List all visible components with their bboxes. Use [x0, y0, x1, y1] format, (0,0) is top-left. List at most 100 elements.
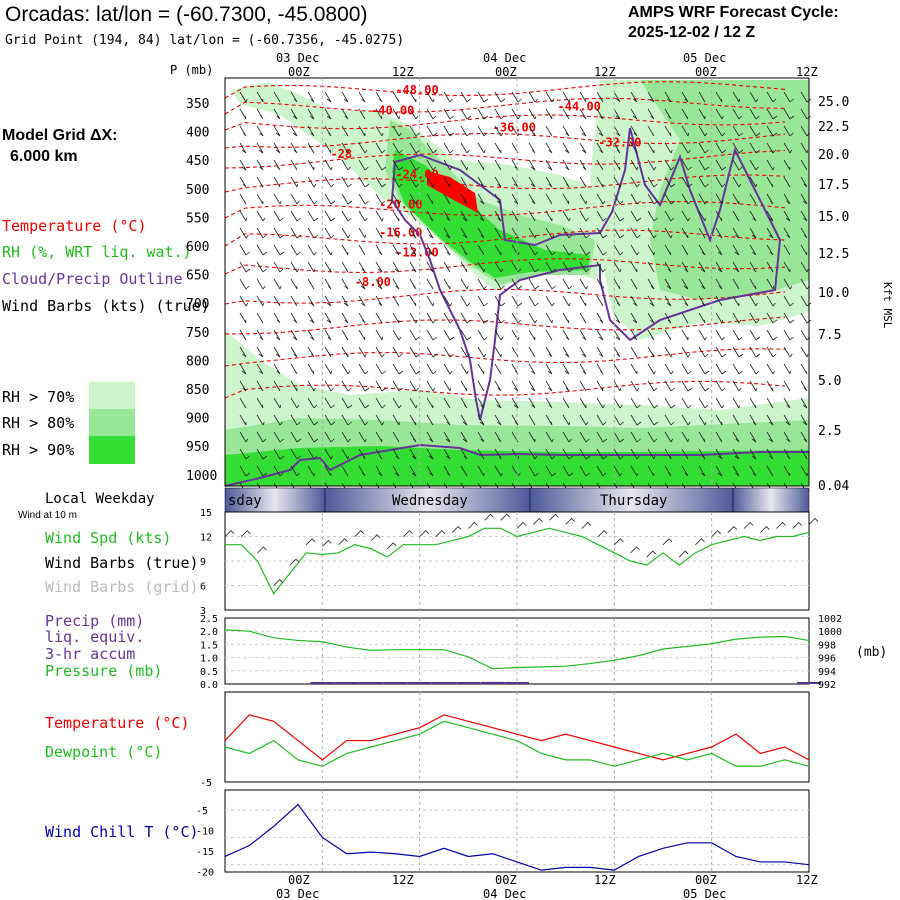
- wind-barb: [681, 278, 689, 290]
- wind-barb: [800, 380, 808, 392]
- wind-barb: [715, 261, 723, 273]
- wind-barb: [324, 380, 334, 392]
- wind-barb: [494, 210, 502, 222]
- wind-barb: [392, 125, 402, 137]
- wind-barb: [358, 380, 370, 392]
- wind-barb: [545, 227, 555, 239]
- wind-barb: [392, 261, 400, 273]
- wind-barb: [256, 346, 264, 358]
- wind-barb: [698, 363, 710, 375]
- wind-barb: [477, 278, 487, 290]
- wind-barb: [630, 295, 638, 307]
- pressure-tick-label: 400: [186, 126, 209, 141]
- wind-barb: [715, 176, 726, 188]
- wind-barb: [749, 380, 758, 392]
- wind-barb: [239, 91, 248, 103]
- wind-barb: [562, 465, 574, 477]
- bottom-time-label: 00Z: [495, 873, 517, 887]
- wind-tick-label: 9: [200, 557, 206, 568]
- wind-barb: [341, 295, 349, 307]
- wind-barb: [375, 397, 386, 409]
- wind-barb: [358, 108, 366, 120]
- wind-barb: [409, 312, 418, 324]
- wind-barb: [477, 91, 489, 103]
- wind-barb: [664, 91, 672, 103]
- wind-barb: [698, 125, 708, 137]
- temperature-contour-line: [224, 229, 786, 247]
- wind-barb: [681, 346, 691, 358]
- wind-barb: [375, 329, 383, 341]
- temperature-contour-line: [224, 348, 786, 367]
- wind-barb: [341, 278, 349, 290]
- wind-barb: [324, 210, 336, 222]
- wind-barb: [460, 397, 468, 409]
- wind-barb: [494, 193, 502, 205]
- wind-barb: [426, 397, 434, 409]
- wind-barb: [460, 261, 468, 273]
- wind-barbs: [239, 91, 812, 494]
- wind-barb: [647, 176, 658, 188]
- wind-barb: [341, 159, 351, 171]
- wind-barb: [375, 159, 387, 171]
- wind-barb: [698, 91, 706, 103]
- wind-barb: [579, 465, 590, 477]
- wind-barb: [783, 210, 791, 222]
- wind-barb: [749, 465, 757, 477]
- wind-barb: [562, 210, 571, 222]
- wind-barb: [528, 210, 536, 222]
- wind-barb: [664, 414, 675, 426]
- wind-barb: [409, 210, 417, 222]
- wind-barb: [630, 312, 638, 324]
- wind-barb: [715, 295, 723, 307]
- temperature-contour-label: -16.00: [379, 225, 422, 239]
- wind-barb: [273, 312, 281, 324]
- wind-barb: [341, 397, 353, 409]
- wind-barb: [562, 125, 570, 137]
- wind-barb: [579, 227, 590, 239]
- wind-barb: [545, 159, 553, 171]
- wind-barb: [324, 125, 332, 137]
- wind-barb: [749, 227, 757, 239]
- wind-barb: [715, 108, 724, 120]
- wind-barb: [443, 91, 453, 103]
- wind-barb: [341, 431, 351, 443]
- wind-barb: [477, 363, 485, 375]
- wind-barb: [630, 278, 638, 290]
- wind-barb: [800, 176, 808, 188]
- wind-barb: [358, 295, 366, 307]
- wind-barb: [307, 227, 318, 239]
- wind-barb: [579, 431, 590, 443]
- wind-barb: [664, 210, 675, 222]
- wind-barb: [766, 465, 774, 477]
- wind-barb: [647, 346, 655, 358]
- temperature-contour-line: [224, 201, 786, 219]
- wind-tick-label: 3: [200, 606, 206, 617]
- wind-barb: [698, 176, 709, 188]
- wind-barb: [715, 193, 724, 205]
- surface-wind-barb: [338, 538, 348, 546]
- wind-barb: [579, 312, 587, 324]
- temperature-contour-label: -24.00: [395, 168, 438, 182]
- wind-barb: [681, 261, 689, 273]
- wind-barb: [477, 193, 485, 205]
- wind-barb: [290, 278, 298, 290]
- wind-barb: [613, 261, 622, 273]
- wind-barb: [494, 465, 503, 477]
- pressure-tick-label: 950: [186, 440, 209, 455]
- wind-barb: [562, 448, 573, 460]
- top-date-label: 05 Dec: [683, 51, 726, 65]
- wind-barb: [783, 244, 791, 256]
- wind-barb: [749, 159, 759, 171]
- wind-barb: [290, 346, 298, 358]
- wind-barb: [273, 193, 282, 205]
- wind-barb: [800, 261, 809, 273]
- pressure-tick-label: 600: [186, 240, 209, 255]
- wind-barb: [647, 125, 655, 137]
- wind-barb: [256, 363, 264, 375]
- surface-wind-barb: [500, 513, 511, 521]
- precip-tick-label: 1.5: [200, 640, 218, 651]
- wind-barb: [596, 278, 604, 290]
- legend-dewpoint: Dewpoint (°C): [45, 743, 163, 761]
- wind-barb: [426, 108, 437, 120]
- legend-wind-barbs-true: Wind Barbs (true): [45, 554, 199, 572]
